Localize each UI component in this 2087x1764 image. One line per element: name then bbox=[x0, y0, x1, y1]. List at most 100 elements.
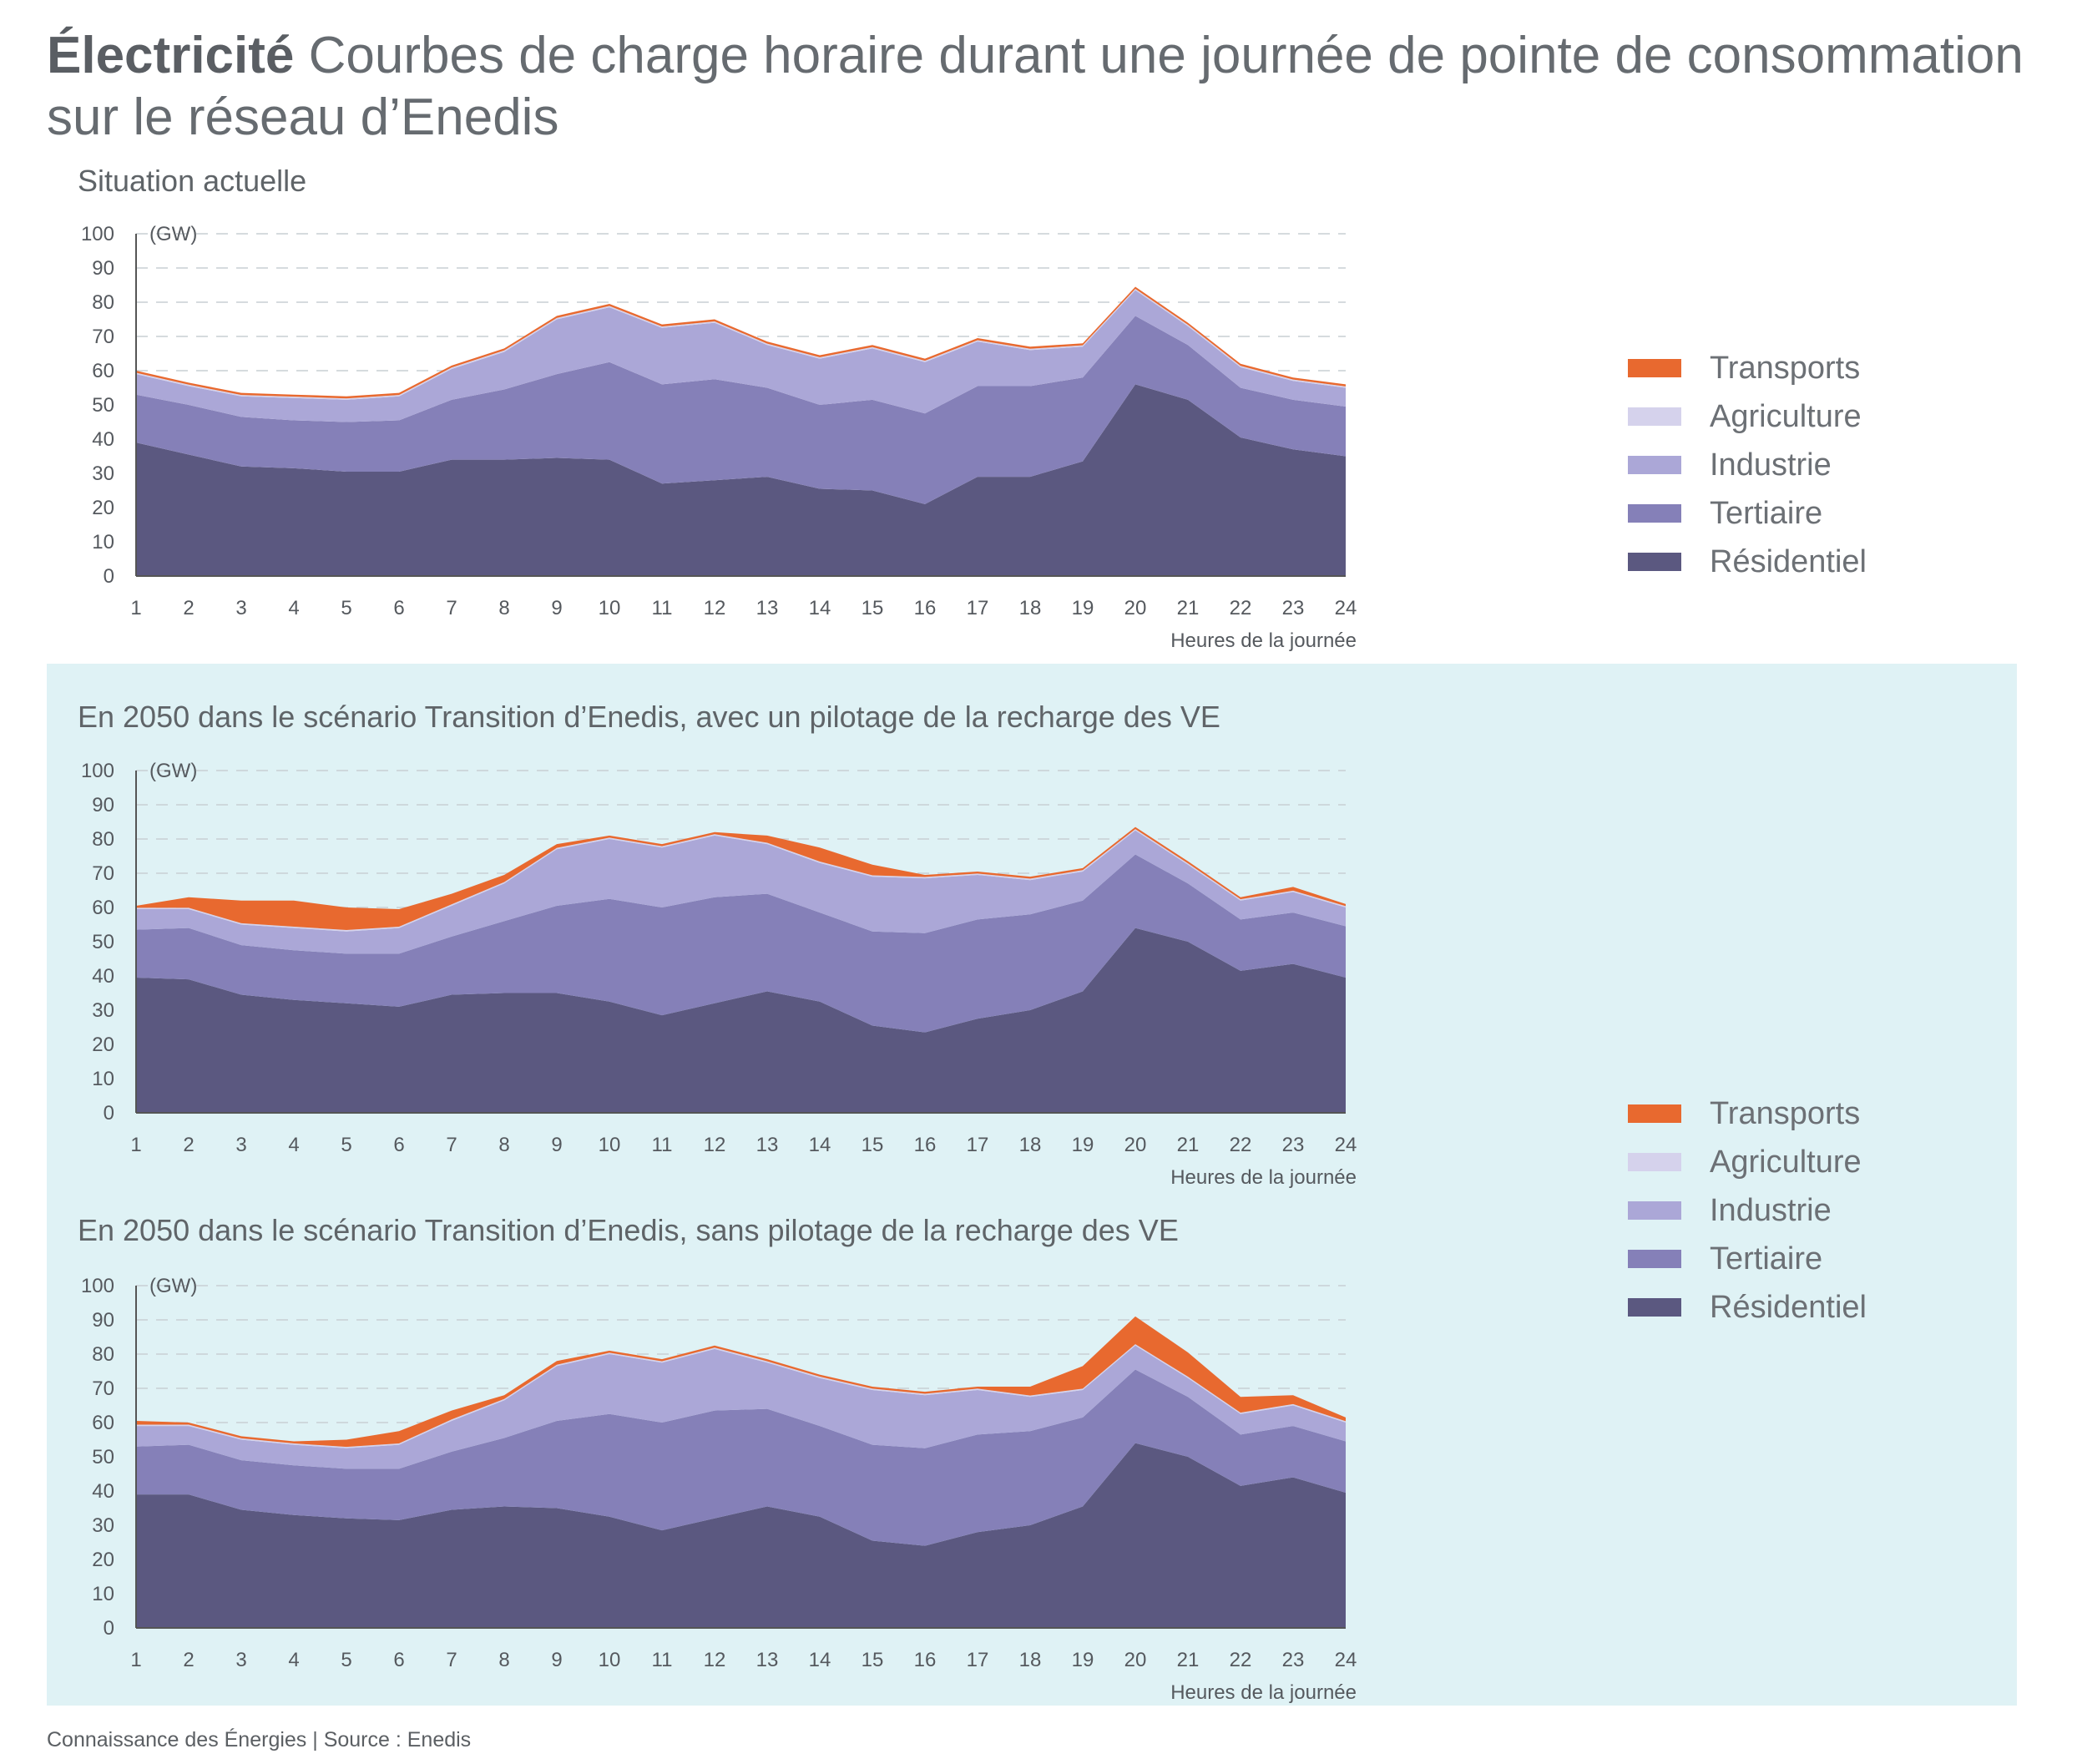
x-tick-label: 11 bbox=[652, 1134, 673, 1156]
x-tick-label: 18 bbox=[1019, 597, 1042, 619]
y-tick-label: 80 bbox=[92, 291, 114, 314]
area-tertiaire bbox=[136, 1369, 1346, 1546]
y-tick-label: 40 bbox=[92, 965, 114, 988]
legend-current: Transports Agriculture Industrie Tertiaire R… bbox=[1628, 344, 1867, 586]
x-tick-label: 4 bbox=[288, 597, 299, 619]
x-tick-label: 23 bbox=[1282, 597, 1305, 619]
area-transports bbox=[136, 826, 1346, 931]
chart-title-2050-with-control: En 2050 dans le scénario Transition d’En… bbox=[78, 700, 1220, 734]
y-unit-label: (GW) bbox=[149, 223, 197, 245]
x-tick-label: 7 bbox=[446, 1649, 457, 1671]
x-tick-label: 6 bbox=[393, 1134, 404, 1156]
legend-item-tertiaire: Tertiaire bbox=[1628, 1235, 1867, 1283]
area-residentiel bbox=[136, 927, 1346, 1113]
x-tick-label: 24 bbox=[1335, 597, 1357, 619]
y-tick-label: 50 bbox=[92, 1446, 114, 1468]
x-tick-label: 9 bbox=[551, 597, 562, 619]
x-tick-label: 1 bbox=[130, 1134, 141, 1156]
x-tick-label: 3 bbox=[235, 597, 246, 619]
x-tick-label: 10 bbox=[599, 1134, 621, 1156]
legend-item-residentiel: Résidentiel bbox=[1628, 1283, 1867, 1332]
legend-swatch bbox=[1628, 407, 1681, 426]
x-tick-label: 23 bbox=[1282, 1134, 1305, 1156]
legend-label: Transports bbox=[1710, 1095, 1861, 1131]
y-unit-label: (GW) bbox=[149, 1275, 197, 1297]
x-tick-label: 24 bbox=[1335, 1134, 1357, 1156]
x-tick-label: 8 bbox=[498, 1134, 509, 1156]
x-tick-label: 5 bbox=[341, 1649, 351, 1671]
y-tick-label: 20 bbox=[92, 1549, 114, 1571]
y-tick-label: 100 bbox=[81, 1275, 114, 1297]
x-tick-label: 16 bbox=[914, 1134, 937, 1156]
area-residentiel bbox=[136, 1443, 1346, 1628]
legend-label: Industrie bbox=[1710, 447, 1832, 483]
x-tick-label: 21 bbox=[1177, 597, 1200, 619]
y-tick-label: 30 bbox=[92, 1514, 114, 1537]
y-tick-label: 50 bbox=[92, 394, 114, 417]
x-tick-label: 16 bbox=[914, 1649, 937, 1671]
x-axis-title: Heures de la journée bbox=[1170, 629, 1357, 652]
x-tick-label: 22 bbox=[1230, 597, 1252, 619]
legend-swatch bbox=[1628, 1104, 1681, 1123]
x-tick-label: 22 bbox=[1230, 1134, 1252, 1156]
x-tick-label: 1 bbox=[130, 597, 141, 619]
y-tick-label: 10 bbox=[92, 531, 114, 553]
x-tick-label: 19 bbox=[1072, 1649, 1094, 1671]
x-tick-label: 21 bbox=[1177, 1649, 1200, 1671]
y-tick-label: 60 bbox=[92, 897, 114, 919]
x-tick-label: 15 bbox=[862, 1649, 884, 1671]
legend-swatch bbox=[1628, 1201, 1681, 1220]
legend-swatch bbox=[1628, 504, 1681, 523]
main-title: Électricité Courbes de charge horaire du… bbox=[47, 25, 2050, 149]
x-tick-label: 18 bbox=[1019, 1649, 1042, 1671]
x-tick-label: 21 bbox=[1177, 1134, 1200, 1156]
legend-swatch bbox=[1628, 1153, 1681, 1171]
legend-swatch bbox=[1628, 456, 1681, 474]
legend-item-residentiel: Résidentiel bbox=[1628, 538, 1867, 586]
y-tick-label: 80 bbox=[92, 1343, 114, 1366]
main-title-bold: Électricité bbox=[47, 27, 295, 84]
legend-swatch bbox=[1628, 1298, 1681, 1317]
legend-item-transports: Transports bbox=[1628, 1089, 1867, 1138]
x-tick-label: 20 bbox=[1124, 597, 1147, 619]
x-tick-label: 22 bbox=[1230, 1649, 1252, 1671]
x-tick-label: 24 bbox=[1335, 1649, 1357, 1671]
x-axis-title: Heures de la journée bbox=[1170, 1681, 1357, 1704]
y-tick-label: 40 bbox=[92, 428, 114, 451]
x-tick-label: 13 bbox=[756, 1134, 779, 1156]
area-industrie bbox=[136, 290, 1346, 422]
y-tick-label: 80 bbox=[92, 828, 114, 851]
y-tick-label: 90 bbox=[92, 1309, 114, 1332]
x-tick-label: 6 bbox=[393, 597, 404, 619]
chart-title-2050-without-control: En 2050 dans le scénario Transition d’En… bbox=[78, 1213, 1179, 1247]
x-tick-label: 13 bbox=[756, 597, 779, 619]
y-tick-label: 100 bbox=[81, 223, 114, 245]
legend-label: Agriculture bbox=[1710, 1144, 1862, 1180]
legend-swatch bbox=[1628, 1250, 1681, 1268]
x-tick-label: 2 bbox=[183, 1649, 194, 1671]
legend-label: Résidentiel bbox=[1710, 1289, 1867, 1325]
x-tick-label: 4 bbox=[288, 1134, 299, 1156]
area-tertiaire bbox=[136, 316, 1346, 504]
x-tick-label: 11 bbox=[652, 597, 673, 619]
x-tick-label: 17 bbox=[967, 1134, 989, 1156]
x-tick-label: 14 bbox=[809, 597, 831, 619]
x-axis-title: Heures de la journée bbox=[1170, 1166, 1357, 1189]
legend-label: Agriculture bbox=[1710, 398, 1862, 434]
x-tick-label: 10 bbox=[599, 597, 621, 619]
legend-item-transports: Transports bbox=[1628, 344, 1867, 392]
x-tick-label: 12 bbox=[704, 1134, 726, 1156]
x-tick-label: 12 bbox=[704, 1649, 726, 1671]
x-tick-label: 10 bbox=[599, 1649, 621, 1671]
area-residentiel bbox=[136, 384, 1346, 576]
y-tick-label: 90 bbox=[92, 794, 114, 816]
x-tick-label: 5 bbox=[341, 1134, 351, 1156]
x-tick-label: 18 bbox=[1019, 1134, 1042, 1156]
legend-item-agriculture: Agriculture bbox=[1628, 1138, 1867, 1186]
x-tick-label: 9 bbox=[551, 1649, 562, 1671]
y-unit-label: (GW) bbox=[149, 760, 197, 782]
x-tick-label: 12 bbox=[704, 597, 726, 619]
